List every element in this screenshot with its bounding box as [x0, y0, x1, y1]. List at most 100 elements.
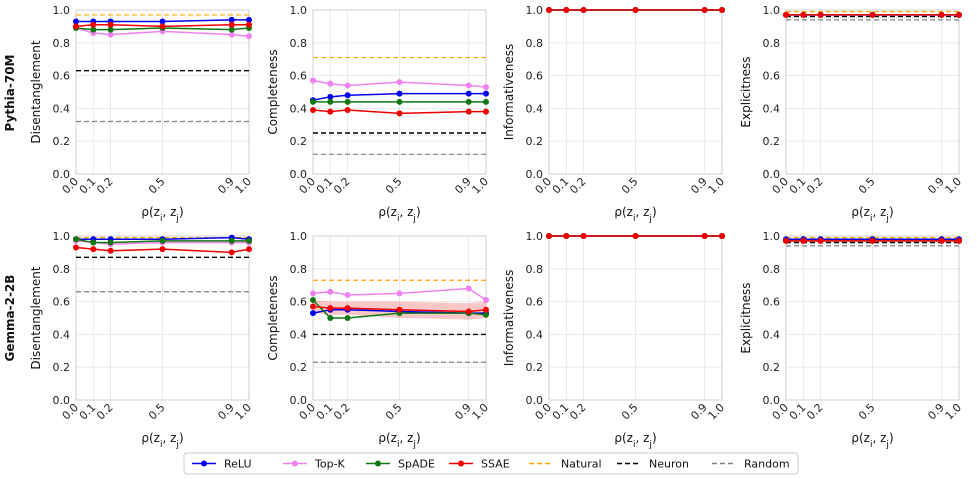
y-tick-label: 1.0 [763, 230, 781, 243]
y-tick-label: 0.4 [53, 328, 71, 341]
data-point-spade [90, 26, 97, 33]
y-tick-label: 0.6 [763, 296, 781, 309]
data-point-relu [465, 90, 472, 97]
data-point-spade [344, 315, 351, 321]
legend-marker-spade [375, 460, 381, 467]
y-tick-label: 0.6 [763, 70, 781, 83]
x-tick-label: 1.0 [706, 175, 728, 197]
data-point-ssae [783, 237, 789, 244]
data-point-ssae [246, 21, 252, 28]
x-tick-label: 0.2 [567, 401, 589, 423]
data-point-ssae [90, 246, 97, 253]
panel-gemma-2-2b-completeness: 0.00.20.40.60.81.00.00.10.2 0.5 0.91.0ρ(zi… [266, 230, 491, 450]
data-point-relu [310, 310, 316, 317]
y-tick-label: 0.8 [53, 37, 71, 50]
data-point-ssae [580, 233, 587, 239]
y-tick-label: 0.0 [526, 168, 544, 181]
data-point-top-k [228, 31, 235, 38]
data-point-spade [107, 26, 114, 33]
data-point-ssae [800, 237, 807, 244]
y-tick-label: 0.0 [763, 394, 781, 407]
x-tick-label: 1.0 [470, 175, 492, 197]
panel-pythia-70m-explicitness: 0.00.20.40.60.81.00.00.10.2 0.5 0.91.0ρ(zi… [739, 4, 964, 224]
x-axis-label: ρ(zi, zj) [851, 431, 893, 450]
y-axis-label: Disentanglement [29, 40, 43, 143]
data-point-ssae [73, 244, 79, 251]
y-axis-label: Informativeness [502, 270, 516, 367]
data-point-ssae [107, 21, 114, 28]
data-point-spade [396, 98, 403, 105]
legend-marker-relu [201, 460, 207, 467]
data-point-ssae [327, 305, 334, 312]
data-point-ssae [159, 246, 166, 253]
y-tick-label: 0.0 [53, 394, 71, 407]
data-point-spade [107, 239, 114, 246]
y-tick-label: 0.8 [53, 263, 71, 276]
panel-pythia-70m-informativeness: 0.00.20.40.60.81.00.00.10.2 0.5 0.91.0ρ(zi… [502, 4, 727, 224]
data-point-ssae [310, 107, 316, 114]
data-point-ssae [396, 110, 403, 117]
y-tick-label: 0.2 [290, 135, 308, 148]
data-point-spade [246, 237, 252, 244]
y-tick-label: 0.6 [290, 296, 308, 309]
y-tick-label: 0.2 [763, 135, 781, 148]
data-point-ssae [465, 108, 472, 115]
data-point-ssae [817, 237, 824, 244]
x-tick-label: 1.0 [470, 401, 492, 423]
data-point-ssae [938, 237, 945, 244]
y-tick-label: 0.0 [526, 394, 544, 407]
legend-item-spade: SpADE [366, 458, 435, 471]
y-tick-label: 0.4 [526, 102, 544, 115]
x-axis-label: ρ(zi, zj) [141, 431, 183, 450]
legend-item-random: Random [712, 458, 790, 471]
data-point-top-k [310, 290, 316, 297]
y-axis-label: Explicitness [739, 56, 753, 127]
y-tick-label: 0.6 [290, 70, 308, 83]
data-point-spade [159, 237, 166, 244]
data-point-ssae [869, 11, 876, 18]
y-tick-label: 0.8 [290, 37, 308, 50]
legend-item-ssae: SSAE [449, 458, 510, 471]
data-point-relu [327, 93, 334, 100]
x-tick-label: 0.2 [804, 175, 826, 197]
data-point-ssae [817, 11, 824, 18]
panels: 0.00.20.40.60.81.00.00.10.2 0.5 0.91.0ρ(zi… [29, 4, 964, 450]
x-tick-label: 0.2 [331, 175, 353, 197]
x-tick-label: 1.0 [943, 401, 965, 423]
data-point-ssae [956, 11, 962, 18]
x-tick-label: 1.0 [706, 401, 728, 423]
y-tick-label: 0.8 [526, 263, 544, 276]
legend-label-relu: ReLU [224, 458, 252, 471]
data-point-ssae [228, 21, 235, 28]
plot-frame [312, 235, 487, 401]
data-point-ssae [938, 11, 945, 18]
data-point-ssae [719, 233, 725, 239]
plot-frame [75, 9, 250, 175]
legend-item-relu: ReLU [192, 458, 252, 471]
x-axis-label: ρ(zi, zj) [614, 205, 656, 224]
panel-pythia-70m-disentanglement: 0.00.20.40.60.81.00.00.10.2 0.5 0.91.0ρ(zi… [29, 4, 254, 224]
x-tick-label: 0.5 [619, 401, 641, 423]
legend-label-ssae: SSAE [481, 458, 510, 471]
legend-item-top-k: Top-K [283, 458, 346, 471]
panel-gemma-2-2b-explicitness: 0.00.20.40.60.81.00.00.10.2 0.5 0.91.0ρ(zi… [739, 230, 964, 450]
y-tick-label: 0.2 [53, 135, 71, 148]
data-point-ssae [580, 7, 587, 13]
data-point-ssae [546, 233, 552, 239]
data-point-relu [73, 18, 79, 25]
data-point-top-k [465, 82, 472, 89]
data-point-relu [483, 90, 489, 97]
data-point-spade [465, 98, 472, 105]
plot-frame [75, 235, 250, 401]
panel-gemma-2-2b-informativeness: 0.00.20.40.60.81.00.00.10.2 0.5 0.91.0ρ(zi… [502, 230, 727, 450]
x-axis-label: ρ(zi, zj) [378, 205, 420, 224]
y-tick-label: 1.0 [53, 230, 71, 243]
data-point-ssae [396, 306, 403, 313]
y-axis-label: Completeness [266, 275, 280, 360]
x-tick-label: 1.0 [233, 401, 255, 423]
data-point-ssae [90, 21, 97, 28]
y-tick-label: 1.0 [526, 4, 544, 17]
data-point-relu [159, 18, 166, 25]
data-point-top-k [396, 290, 403, 297]
